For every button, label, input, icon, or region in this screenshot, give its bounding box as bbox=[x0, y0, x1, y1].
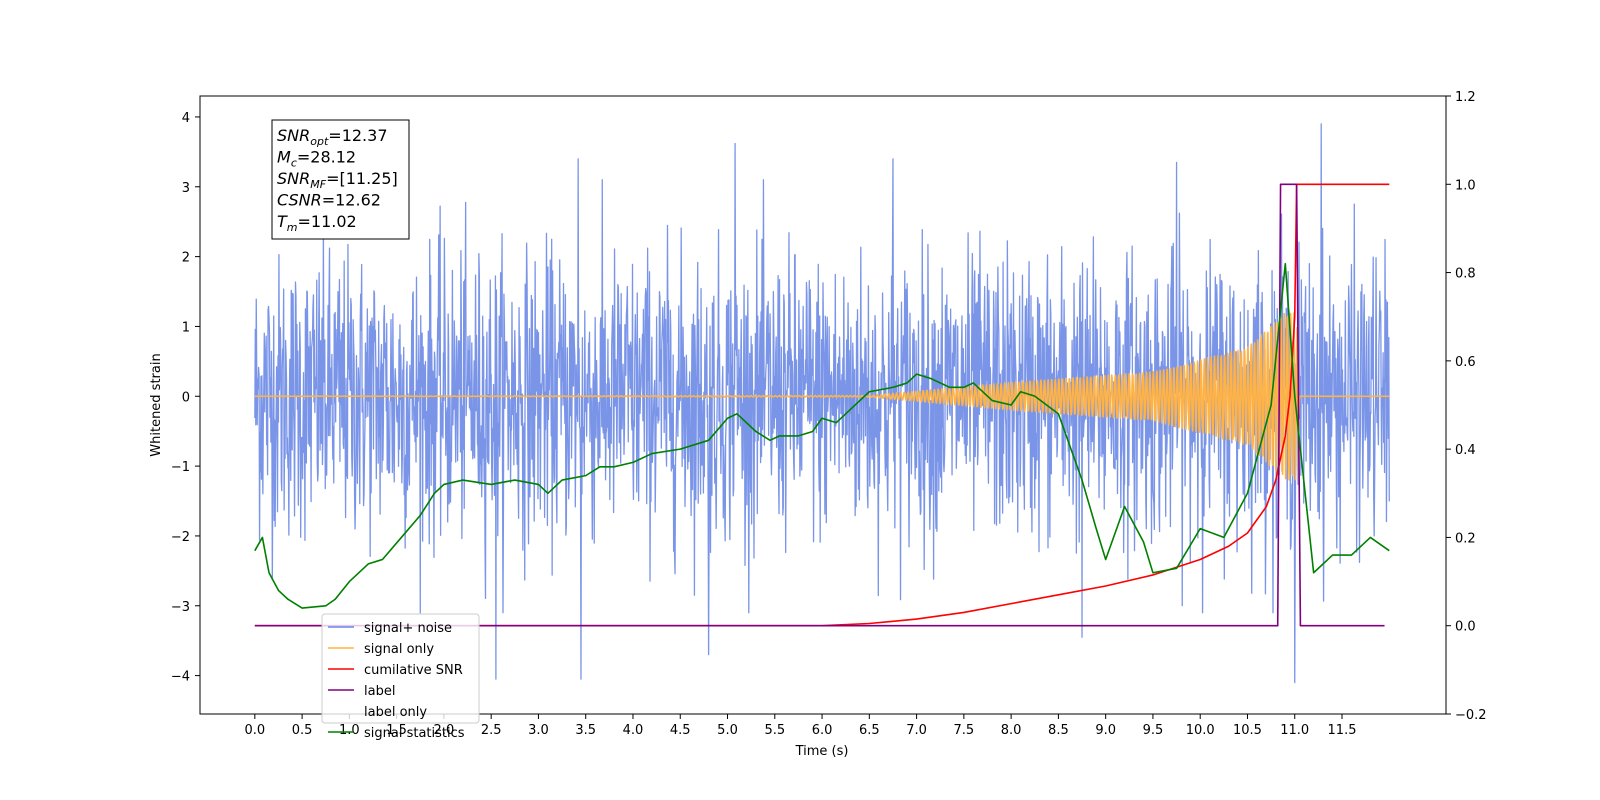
y-right-tick-label: 1.2 bbox=[1455, 90, 1476, 105]
x-tick-label: 8.5 bbox=[1048, 723, 1069, 738]
series-line-signal-statistics bbox=[254, 262, 1390, 609]
x-tick-label: 3.5 bbox=[575, 723, 596, 738]
y-right-tick-label: 1.0 bbox=[1455, 178, 1476, 193]
y-right-tick-label: 0.4 bbox=[1455, 443, 1476, 458]
y-left-tick-label: −2 bbox=[171, 530, 190, 545]
x-tick-label: 1.5 bbox=[386, 723, 407, 738]
x-tick-label: 5.0 bbox=[717, 723, 738, 738]
info-line: Tm=11.02 bbox=[277, 212, 357, 234]
x-tick-label: 9.5 bbox=[1143, 723, 1164, 738]
series-line-signal-noise bbox=[254, 123, 1390, 684]
y-left-tick-label: −1 bbox=[171, 460, 190, 475]
legend-label-label: label bbox=[364, 684, 395, 699]
legend-label-signal-only: signal only bbox=[364, 642, 434, 657]
x-tick-label: 10.0 bbox=[1186, 723, 1215, 738]
series-line-signal-only bbox=[254, 312, 1390, 481]
legend-label-label-only: label only bbox=[364, 705, 427, 720]
x-tick-label: 7.0 bbox=[906, 723, 927, 738]
x-tick-label: 11.5 bbox=[1328, 723, 1357, 738]
info-line: Mc=28.12 bbox=[277, 148, 356, 170]
y-left-tick-label: 3 bbox=[182, 181, 190, 196]
info-line: CSNR=12.62 bbox=[277, 191, 381, 210]
x-tick-label: 2.5 bbox=[481, 723, 502, 738]
legend-label-cumilative-snr: cumilative SNR bbox=[364, 663, 463, 678]
x-tick-label: 4.0 bbox=[623, 723, 644, 738]
x-tick-label: 6.5 bbox=[859, 723, 880, 738]
x-tick-label: 9.0 bbox=[1095, 723, 1116, 738]
legend-frame bbox=[321, 613, 480, 724]
plot-frame bbox=[199, 95, 1447, 715]
y-left-tick-label: 0 bbox=[182, 390, 190, 405]
x-tick-label: 6.0 bbox=[812, 723, 833, 738]
series-layer bbox=[254, 123, 1390, 684]
y-axis-label-left: Whitened strain bbox=[149, 353, 164, 456]
x-tick-label: 11.0 bbox=[1280, 723, 1309, 738]
y-left-tick-label: −4 bbox=[171, 670, 190, 685]
x-tick-label: 5.5 bbox=[764, 723, 785, 738]
y-axis-right: −0.2 0.0 0.2 0.4 0.6 0.8 1.0 1.2 bbox=[1446, 90, 1487, 723]
y-left-tick-label: 4 bbox=[182, 111, 190, 126]
series-line-cumilative-snr bbox=[254, 183, 1390, 627]
y-right-tick-label: 0.0 bbox=[1455, 620, 1476, 635]
y-right-tick-label: 0.6 bbox=[1455, 355, 1476, 370]
legend-label-signal-statistics: signal statistics bbox=[364, 726, 465, 741]
x-tick-label: 4.5 bbox=[670, 723, 691, 738]
info-box: SNRopt=12.37Mc=28.12SNRMF=[11.25]CSNR=12… bbox=[271, 119, 410, 240]
info-line: SNRMF=[11.25] bbox=[277, 169, 398, 191]
info-box-frame bbox=[271, 119, 410, 240]
x-tick-label: 1.0 bbox=[339, 723, 360, 738]
x-tick-label: 0.5 bbox=[292, 723, 313, 738]
y-axis-left: −4 −3 −2 −1 0 1 2 3 4 bbox=[171, 111, 200, 685]
legend-label-signal-noise: signal+ noise bbox=[364, 621, 452, 636]
x-tick-label: 7.5 bbox=[954, 723, 975, 738]
y-right-tick-label: −0.2 bbox=[1455, 708, 1487, 723]
y-left-tick-label: 1 bbox=[182, 320, 190, 335]
x-tick-label: 2.0 bbox=[434, 723, 455, 738]
info-line: SNRopt=12.37 bbox=[277, 126, 388, 148]
x-tick-label: 8.0 bbox=[1001, 723, 1022, 738]
x-axis-label: Time (s) bbox=[795, 744, 849, 759]
series-line-label bbox=[254, 183, 1385, 627]
y-left-tick-label: −3 bbox=[171, 600, 190, 615]
x-tick-label: 10.5 bbox=[1233, 723, 1262, 738]
x-tick-label: 0.0 bbox=[244, 723, 265, 738]
y-right-tick-label: 0.2 bbox=[1455, 531, 1476, 546]
legend: signal+ noise signal only cumilative SNR la… bbox=[321, 613, 480, 741]
x-axis: 0.0 0.5 1.0 1.5 2.0 2.5 3.0 3.5 4.0 4.5 5.0 5.5 6.0 6… bbox=[244, 714, 1356, 738]
x-tick-label: 3.0 bbox=[528, 723, 549, 738]
y-left-tick-label: 2 bbox=[182, 251, 190, 266]
y-right-tick-label: 0.8 bbox=[1455, 267, 1476, 282]
